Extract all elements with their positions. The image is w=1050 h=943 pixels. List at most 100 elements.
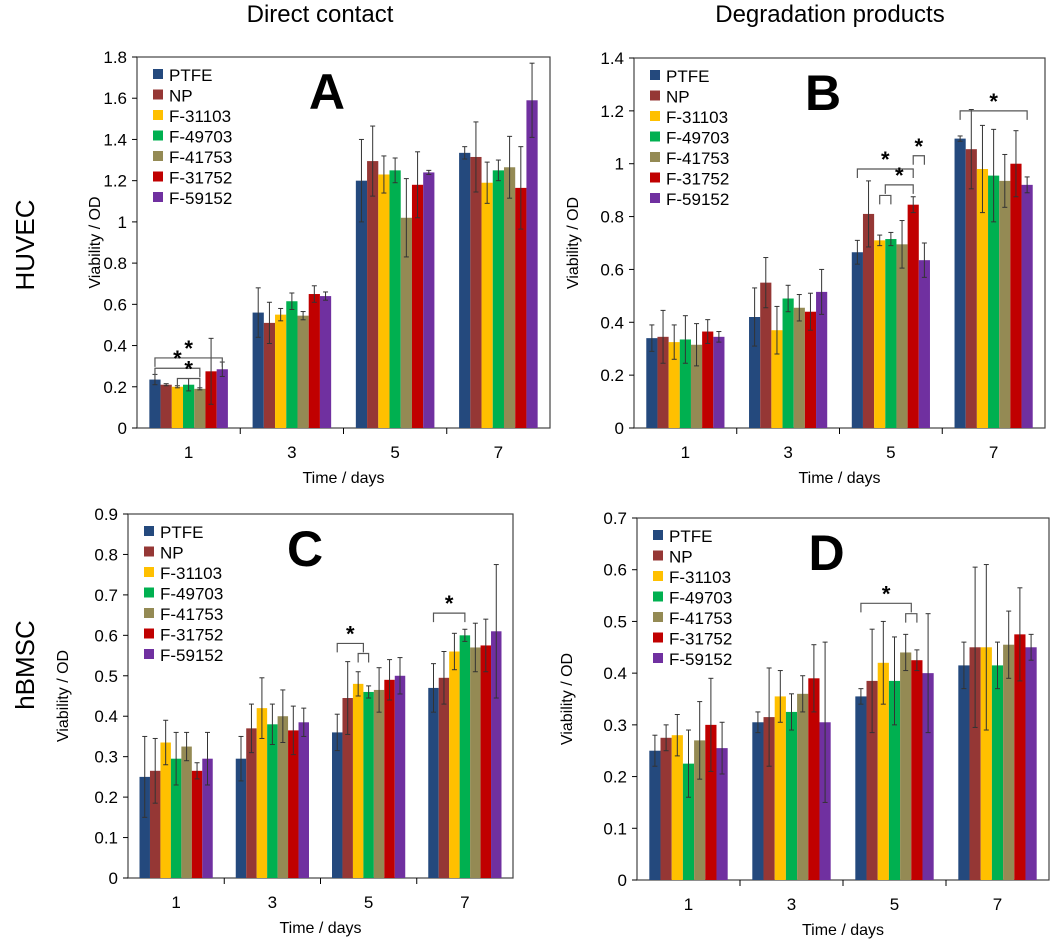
bar-f-41753: [503, 167, 516, 428]
error-bar: [888, 231, 894, 247]
bar-f-59152: [216, 369, 228, 428]
bar-f-31103: [352, 683, 364, 878]
y-tick-label: 1: [118, 213, 127, 232]
significance-bracket: [357, 652, 370, 663]
bar-f-41753: [694, 740, 706, 880]
error-bar: [719, 721, 725, 775]
error-bar: [278, 307, 284, 322]
error-bar: [495, 159, 501, 182]
error-bar: [877, 234, 883, 247]
error-bar: [173, 731, 179, 786]
panel-label: C: [287, 521, 323, 577]
error-bar: [507, 135, 513, 199]
bar-ptfe: [646, 338, 658, 428]
bar-f-31103: [171, 386, 184, 428]
legend-label: F-31103: [160, 564, 222, 583]
legend-label: NP: [160, 544, 184, 563]
bar-f-31103: [976, 169, 989, 428]
bar-f-31103: [481, 182, 493, 428]
error-bar: [483, 618, 489, 673]
y-tick-label: 1.2: [600, 102, 624, 121]
panel-label: A: [309, 64, 345, 120]
bar-f-41753: [181, 746, 192, 878]
bar-f-59152: [1021, 184, 1033, 428]
error-bar: [397, 657, 403, 695]
error-bar: [777, 670, 783, 723]
bar-f-31103: [771, 330, 783, 428]
bar-ptfe: [428, 687, 439, 878]
y-axis-label: Viability / OD: [55, 650, 72, 742]
significance-asterisk: *: [915, 134, 924, 159]
y-tick-label: 0.2: [600, 366, 624, 385]
y-tick-label: 0: [109, 869, 118, 888]
significance-bracket: [912, 155, 925, 165]
bar-f-49703: [267, 724, 278, 878]
error-bar: [184, 731, 190, 762]
bar-f-41753: [797, 693, 809, 880]
bar-f-59152: [298, 722, 309, 878]
y-tick-label: 1.8: [103, 48, 127, 67]
bar-f-59152: [713, 336, 725, 428]
error-bar: [1017, 587, 1023, 682]
significance-asterisk: *: [173, 346, 182, 371]
bar-f-49703: [170, 758, 182, 878]
y-tick-label: 0.1: [603, 819, 627, 838]
legend-swatch-ptfe: [153, 69, 163, 79]
y-tick-label: 0.9: [94, 505, 118, 524]
y-tick-label: 1.4: [103, 130, 127, 149]
error-bar: [355, 671, 361, 697]
error-bar: [334, 713, 340, 752]
bar-np: [866, 680, 878, 880]
legend-swatch-f-59152: [153, 192, 163, 202]
panel-c: 0 0.1 0.2 0.3 0.4 0.5 0.6 0.7 0.8 0.9 1 3 5 7 Time / d…: [55, 505, 514, 937]
y-tick-label: 0.8: [600, 208, 624, 227]
error-bar: [903, 633, 909, 672]
bar-f-59152: [816, 291, 828, 428]
x-tick-label: 3: [287, 443, 296, 462]
bar-np: [342, 698, 353, 878]
legend-label: NP: [666, 88, 690, 107]
x-tick-label: 7: [494, 443, 503, 462]
bar-ptfe: [649, 750, 661, 880]
error-bar: [300, 311, 306, 321]
error-bar: [686, 729, 691, 798]
legend-swatch-f-31752: [144, 628, 154, 639]
x-tick-label: 7: [989, 443, 998, 462]
y-tick-label: 0.4: [603, 664, 627, 683]
bar-f-49703: [782, 298, 794, 428]
y-tick-label: 0.2: [94, 788, 118, 807]
bar-np: [965, 149, 977, 428]
y-tick-label: 1.4: [600, 49, 624, 68]
legend-label: F-59152: [160, 646, 223, 665]
error-bar: [462, 146, 468, 160]
error-bar: [197, 387, 203, 391]
error-bar: [205, 731, 211, 786]
error-bar: [925, 613, 931, 734]
y-tick-label: 1.6: [103, 89, 127, 108]
legend-label: F-49703: [666, 129, 729, 148]
y-tick-label: 0.7: [603, 509, 627, 528]
error-bar: [910, 196, 916, 214]
legend-swatch-f-49703: [650, 131, 660, 142]
error-bar: [972, 566, 978, 728]
bar-f-59152: [202, 758, 213, 878]
error-bar: [921, 242, 927, 278]
legend-swatch-ptfe: [144, 526, 154, 536]
column-title-degradation-products: Degradation products: [715, 1, 944, 28]
error-bar: [370, 125, 376, 197]
bar-f-59152: [716, 748, 728, 880]
bar-f-31752: [411, 184, 424, 428]
error-bar: [366, 685, 372, 699]
bar-f-31752: [191, 770, 203, 878]
error-bar: [811, 644, 817, 713]
bar-f-31103: [877, 662, 889, 880]
error-bar: [1028, 633, 1034, 661]
error-bar: [866, 180, 872, 248]
legend-swatch-ptfe: [653, 530, 663, 540]
bar-f-41753: [999, 180, 1011, 428]
bar-f-59152: [423, 172, 435, 428]
legend-swatch-f-41753: [153, 151, 163, 161]
x-axis-label: Time / days: [279, 920, 361, 937]
error-bar: [682, 315, 688, 364]
bar-f-49703: [885, 239, 897, 428]
